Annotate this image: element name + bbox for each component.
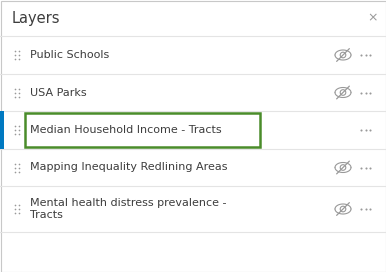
Text: Public Schools: Public Schools	[30, 50, 109, 60]
Bar	[25, 113, 260, 147]
Text: USA Parks: USA Parks	[30, 88, 86, 97]
Bar	[0, 111, 3, 149]
Text: Layers: Layers	[12, 11, 61, 26]
Text: Mapping Inequality Redlining Areas: Mapping Inequality Redlining Areas	[30, 162, 227, 172]
Text: ×: ×	[368, 11, 378, 24]
Text: Mental health distress prevalence -
Tracts: Mental health distress prevalence - Trac…	[30, 198, 227, 220]
Text: Median Household Income - Tracts: Median Household Income - Tracts	[30, 125, 222, 135]
